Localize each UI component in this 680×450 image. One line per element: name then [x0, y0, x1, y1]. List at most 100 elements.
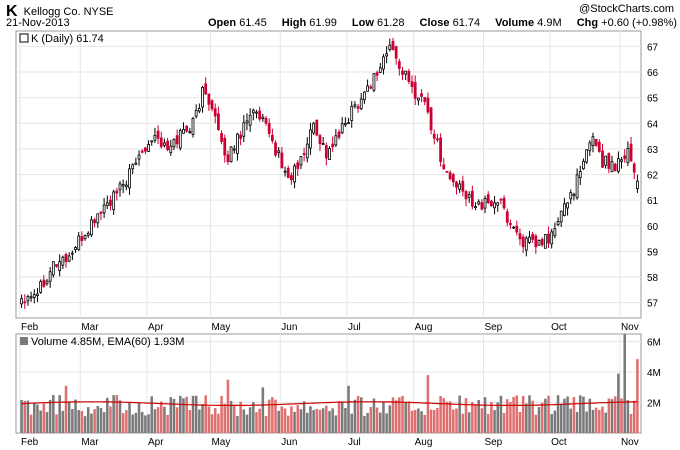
- volume-bar: [147, 414, 150, 433]
- volume-bar: [271, 397, 274, 433]
- volume-bar: [99, 407, 103, 433]
- price-tick-label: 60: [647, 222, 659, 233]
- close-value: 61.74: [452, 17, 481, 29]
- price-tick-label: 67: [647, 42, 659, 53]
- candle-body: [245, 120, 249, 124]
- volume-bar: [150, 396, 154, 433]
- candle-body: [404, 70, 408, 75]
- volume-bar: [613, 396, 617, 433]
- stockcharts-watermark[interactable]: @StockCharts.com: [579, 3, 674, 15]
- candle-body: [77, 235, 81, 250]
- volume-bar: [426, 375, 430, 433]
- candle-body: [572, 193, 576, 197]
- exchange-name: NYSE: [83, 6, 114, 18]
- volume-bar: [261, 387, 265, 433]
- candle-body: [197, 108, 201, 112]
- volume-bar: [71, 409, 74, 433]
- candle-body: [439, 137, 442, 162]
- candle-body: [413, 82, 417, 99]
- volume-bar: [391, 397, 395, 433]
- candle-body: [131, 164, 135, 170]
- volume-bar: [525, 403, 528, 433]
- volume-bar: [623, 334, 626, 433]
- volume-bar: [90, 413, 93, 433]
- candle-body: [502, 197, 506, 209]
- candle-body: [277, 150, 281, 153]
- volume-bar: [372, 398, 376, 433]
- volume-bar: [252, 402, 255, 433]
- candle-body: [58, 261, 62, 271]
- volume-bar: [106, 397, 109, 433]
- candle-body: [353, 104, 357, 107]
- candle-body: [451, 174, 455, 183]
- price-tick-label: 61: [647, 196, 659, 207]
- high-value: 61.99: [309, 17, 337, 29]
- volume-bar: [280, 406, 284, 433]
- candle-body: [229, 146, 233, 163]
- candle-body: [270, 134, 274, 142]
- candle-body: [188, 131, 192, 134]
- candle-body: [128, 168, 131, 189]
- volume-bar: [96, 406, 100, 433]
- candle-body: [394, 46, 398, 59]
- volume-bar: [382, 402, 385, 433]
- month-label: Nov: [621, 437, 639, 448]
- candle-body: [210, 100, 214, 110]
- month-label: Jun: [281, 437, 297, 448]
- volume-bar: [131, 414, 134, 433]
- volume-bar: [585, 411, 588, 433]
- candle-body: [363, 91, 366, 101]
- candle-body: [385, 53, 389, 57]
- volume-bar: [223, 403, 227, 433]
- candle-body: [458, 183, 462, 190]
- volume-bar: [112, 395, 115, 433]
- candle-body: [26, 296, 30, 302]
- candle-body: [636, 180, 639, 189]
- price-legend: K (Daily) 61.74: [31, 33, 104, 45]
- candle-body: [563, 203, 566, 216]
- candle-body: [115, 190, 119, 194]
- candle-body: [293, 165, 296, 183]
- low-label: Low: [351, 17, 374, 29]
- volume-bar: [48, 399, 52, 433]
- high-label: High: [281, 17, 307, 29]
- low-value: 61.28: [376, 17, 405, 29]
- volume-bar: [33, 402, 36, 433]
- open-label: Open: [208, 17, 237, 29]
- volume-bar: [518, 411, 522, 433]
- candle-body: [505, 211, 509, 223]
- volume-bar: [632, 400, 636, 433]
- candle-body: [55, 264, 58, 267]
- volume-bar: [496, 402, 500, 433]
- volume-bar: [309, 406, 312, 433]
- volume-bar: [582, 396, 585, 433]
- quote-summary: Open 61.45 High 61.99 Low 61.28 Close 61…: [208, 17, 680, 29]
- volume-bar: [350, 413, 353, 433]
- volume-bar: [566, 396, 569, 433]
- candle-body: [556, 220, 560, 226]
- ticker-symbol: K: [6, 3, 18, 20]
- candle-body: [550, 231, 554, 245]
- candle-body: [61, 256, 65, 266]
- volume-bar: [182, 398, 185, 433]
- volume-label: Volume: [495, 17, 535, 29]
- price-legend-swatch: [19, 33, 29, 43]
- volume-bar: [569, 408, 573, 433]
- candle-body: [194, 110, 198, 117]
- candle-body: [242, 122, 246, 137]
- candle-body: [334, 135, 338, 146]
- candle-body: [331, 143, 335, 148]
- candle-body: [36, 293, 39, 296]
- candle-body: [543, 234, 547, 249]
- volume-bar: [67, 402, 71, 433]
- volume-bar: [36, 404, 39, 433]
- candle-body: [594, 138, 598, 146]
- candle-body: [48, 271, 52, 282]
- candle-body: [499, 198, 503, 201]
- candle-body: [515, 225, 519, 233]
- candle-body: [626, 148, 630, 164]
- candle-body: [397, 61, 401, 69]
- volume-bar: [172, 398, 176, 433]
- volume-bar: [337, 401, 341, 433]
- volume-bar: [23, 400, 27, 433]
